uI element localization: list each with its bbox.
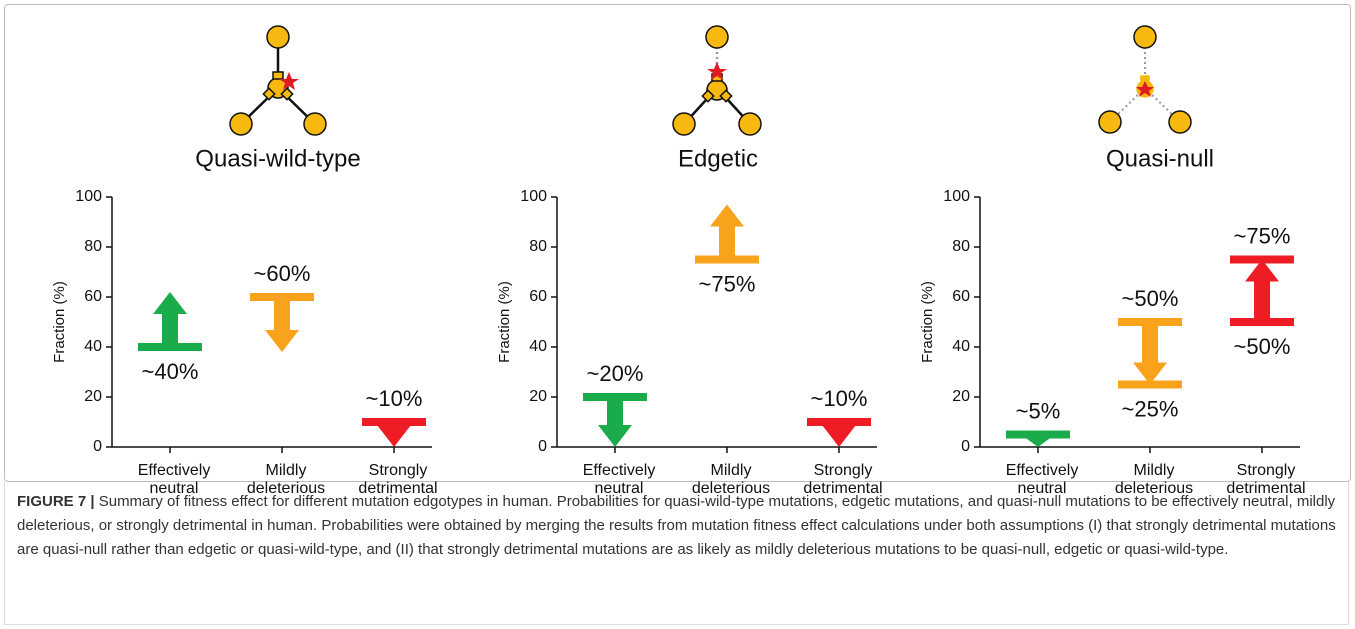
bar [695,256,759,264]
y-tick-label: 80 [84,238,102,255]
y-tick-label: 20 [952,388,970,405]
y-tick-label: 0 [93,438,102,455]
value-label: ~20% [587,361,644,386]
x-tick-label cat: Mildly deleterious [681,462,781,498]
y-tick-label: 0 [538,438,547,455]
x-tick-label cat: Strongly detrimental [1216,462,1316,498]
caption-label: FIGURE 7 | [17,493,95,510]
value-label: ~10% [811,386,868,411]
panel-title: Quasi-null [1106,145,1214,172]
chart: Quasi-wild-type 0 20 40 60 80 100 Fraction (%) ~… [0,0,1355,480]
diagram-quasi-null [1099,26,1191,133]
y-tick-label: 40 [952,338,970,355]
bar [362,418,426,426]
bar [807,418,871,426]
value-label: ~40% [142,359,199,384]
y-tick-label: 80 [952,238,970,255]
y-axis-label: Fraction (%) [496,281,513,363]
value-label: ~10% [366,386,423,411]
bar [250,293,314,301]
y-tick-label: 60 [529,288,547,305]
caption: FIGURE 7 | Summary of fitness effect for… [4,482,1349,625]
bar [1230,256,1294,264]
bar [1118,381,1182,389]
bar [1006,431,1070,439]
panel-title: Quasi-wild-type [195,145,360,172]
arrow [1133,322,1167,385]
x-tick-label cat: Strongly detrimental [348,462,448,498]
bar [1230,318,1294,326]
bar [138,343,202,351]
value-label: ~50% [1122,286,1179,311]
y-tick-label: 100 [75,188,102,205]
y-tick-label: 20 [84,388,102,405]
x-tick-label cat: Mildly deleterious [1104,462,1204,498]
y-tick-label: 60 [952,288,970,305]
value-label: ~50% [1234,334,1291,359]
y-tick-label: 80 [529,238,547,255]
y-tick-label: 40 [84,338,102,355]
page: Quasi-wild-type 0 20 40 60 80 100 Fraction (%) ~… [0,0,1355,629]
arrow [598,397,632,447]
y-tick-label: 60 [84,288,102,305]
value-label: ~75% [699,271,756,296]
diagram-quasi-wild-type [230,26,326,135]
x-tick-label cat: Effectively neutral [992,462,1092,498]
y-tick-label: 0 [961,438,970,455]
arrow [153,292,187,347]
y-axis-label: Fraction (%) [51,281,68,363]
y-tick-label: 40 [529,338,547,355]
bar [583,393,647,401]
caption-text: Summary of fitness effect for different … [17,493,1336,558]
arrow [265,297,299,352]
arrow [710,205,744,260]
value-label: ~75% [1234,223,1291,248]
y-axis-label: Fraction (%) [919,281,936,363]
x-tick-label cat: Mildly deleterious [236,462,336,498]
value-label: ~25% [1122,396,1179,421]
y-tick-label: 20 [529,388,547,405]
x-tick-label cat: Strongly detrimental [793,462,893,498]
x-tick-label cat: Effectively neutral [124,462,224,498]
arrow [1245,260,1279,323]
panel-title: Edgetic [678,145,758,172]
x-tick-label cat: Effectively neutral [569,462,669,498]
y-tick-label: 100 [520,188,547,205]
value-label: ~5% [1016,398,1061,423]
bar [1118,318,1182,326]
value-label: ~60% [254,261,311,286]
diagram-edgetic [673,26,761,135]
y-tick-label: 100 [943,188,970,205]
